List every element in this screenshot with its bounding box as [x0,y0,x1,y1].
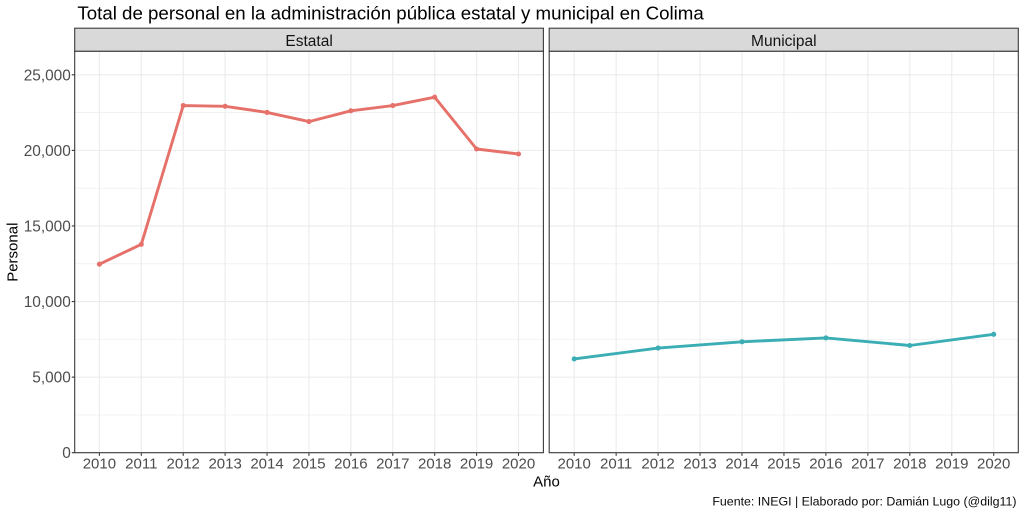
svg-text:2016: 2016 [809,456,842,473]
svg-text:Fuente: INEGI | Elaborado por:: Fuente: INEGI | Elaborado por: Damián Lu… [712,495,1016,509]
svg-text:2012: 2012 [641,456,674,473]
svg-text:2016: 2016 [334,456,367,473]
svg-text:15,000: 15,000 [24,218,71,235]
svg-text:2018: 2018 [893,456,926,473]
svg-text:2019: 2019 [935,456,968,473]
svg-text:Estatal: Estatal [285,33,332,50]
svg-text:5,000: 5,000 [32,370,71,387]
svg-text:Año: Año [533,474,560,491]
svg-text:2010: 2010 [558,456,591,473]
svg-text:2014: 2014 [725,456,758,473]
svg-text:2015: 2015 [292,456,325,473]
svg-text:10,000: 10,000 [24,294,71,311]
svg-text:2013: 2013 [208,456,241,473]
svg-text:0: 0 [62,445,71,462]
svg-text:2013: 2013 [683,456,716,473]
svg-text:Personal: Personal [5,223,22,282]
svg-text:2017: 2017 [376,456,409,473]
svg-text:Total de personal en la admini: Total de personal en la administración p… [77,2,704,23]
svg-text:2012: 2012 [167,456,200,473]
svg-text:2020: 2020 [977,456,1010,473]
svg-text:2020: 2020 [502,456,535,473]
svg-text:20,000: 20,000 [24,143,71,160]
svg-text:25,000: 25,000 [24,67,71,84]
svg-text:2011: 2011 [125,456,157,473]
svg-text:2018: 2018 [418,456,451,473]
svg-text:2017: 2017 [851,456,884,473]
svg-text:2015: 2015 [767,456,800,473]
svg-text:2014: 2014 [250,456,283,473]
svg-text:Municipal: Municipal [751,33,816,50]
svg-text:2010: 2010 [83,456,116,473]
svg-text:2011: 2011 [600,456,632,473]
svg-text:2019: 2019 [460,456,493,473]
